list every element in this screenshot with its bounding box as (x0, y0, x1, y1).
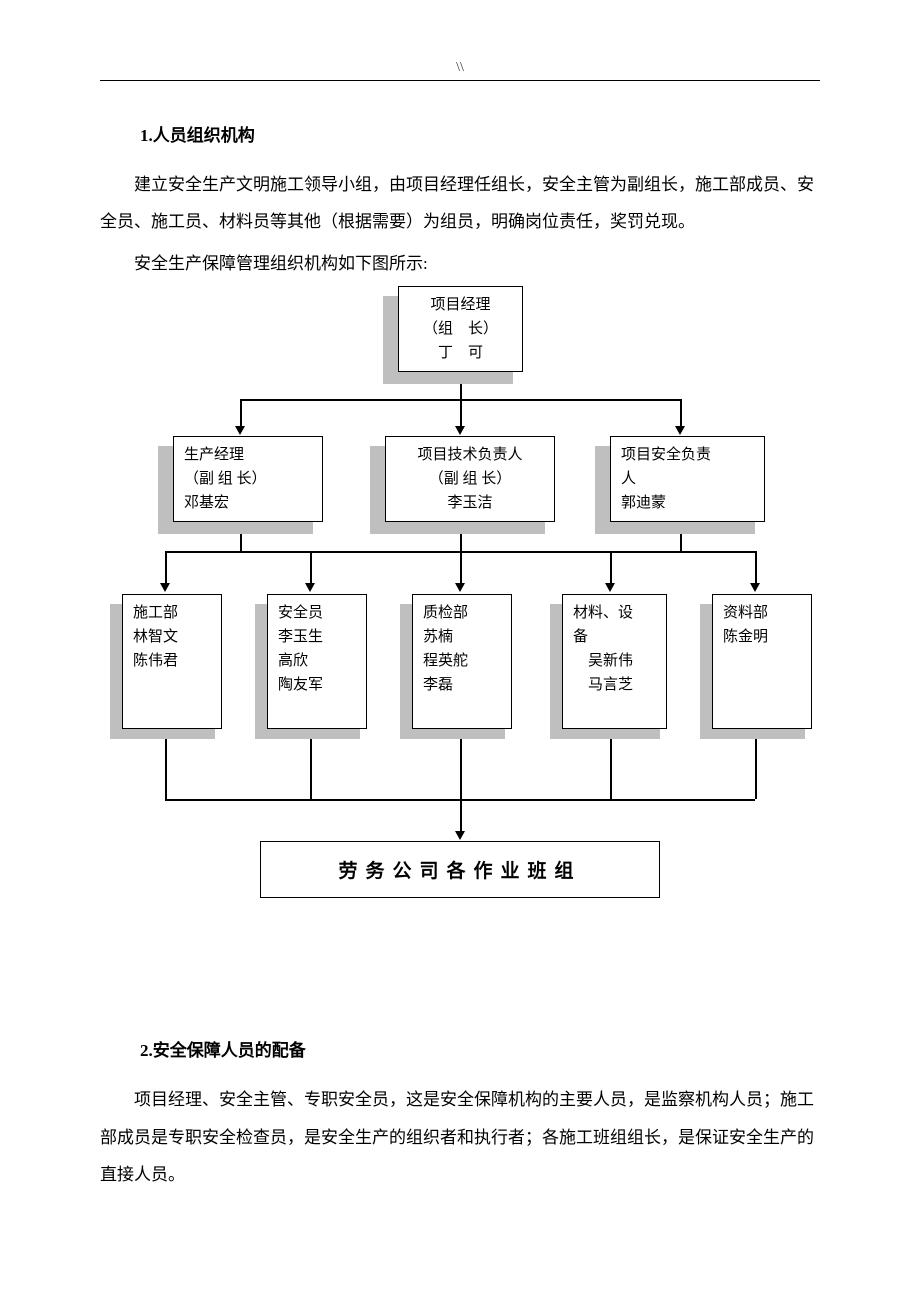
dept-box-c: 质检部 苏楠 程英舵 李磊 (412, 594, 512, 729)
dept-a-l3: 陈伟君 (133, 649, 211, 673)
mid-b-l3: 李玉洁 (396, 491, 544, 515)
dept-c-l1: 质检部 (423, 601, 501, 625)
mid-c-l2: 人 (621, 467, 754, 491)
top-l1: 项目经理 (409, 293, 512, 317)
mid-c-l3: 郭迪蒙 (621, 491, 754, 515)
section-2-title: 2.安全保障人员的配备 (140, 1036, 820, 1061)
section-1-title: 1.人员组织机构 (140, 121, 820, 146)
dept-box-d: 材料、设 备 吴新伟 马言芝 (562, 594, 667, 729)
dept-e-l2: 陈金明 (723, 625, 801, 649)
dept-e-l1: 资料部 (723, 601, 801, 625)
dept-c-l2: 苏楠 (423, 625, 501, 649)
header-rule (100, 80, 820, 81)
top-l3: 丁 可 (409, 341, 512, 365)
mid-box-c: 项目安全负责 人 郭迪蒙 (610, 436, 765, 522)
dept-b-l2: 李玉生 (278, 625, 356, 649)
dept-c-l4: 李磊 (423, 673, 501, 697)
mid-b-l2: （副 组 长） (396, 467, 544, 491)
dept-d-l2: 备 (573, 625, 656, 649)
bottom-text: 劳务公司各作业班组 (338, 861, 581, 882)
dept-c-l3: 程英舵 (423, 649, 501, 673)
dept-b-l3: 高欣 (278, 649, 356, 673)
arrow-icon (605, 583, 615, 592)
dept-box-b: 安全员 李玉生 高欣 陶友军 (267, 594, 367, 729)
dept-d-l4: 马言芝 (573, 673, 656, 697)
arrow-icon (455, 583, 465, 592)
mid-a-l1: 生产经理 (184, 443, 312, 467)
dept-a-l1: 施工部 (133, 601, 211, 625)
arrow-icon (160, 583, 170, 592)
top-box: 项目经理 （组 长） 丁 可 (398, 286, 523, 372)
arrow-icon (675, 426, 685, 435)
dept-b-l4: 陶友军 (278, 673, 356, 697)
arrow-icon (305, 583, 315, 592)
dept-box-e: 资料部 陈金明 (712, 594, 812, 729)
dept-d-l1: 材料、设 (573, 601, 656, 625)
paragraph-2: 安全生产保障管理组织机构如下图所示: (100, 245, 820, 282)
arrow-icon (455, 426, 465, 435)
org-chart: 项目经理 （组 长） 丁 可 生产经理 （副 组 长） 邓基宏 项目技术负责人 … (100, 286, 820, 1006)
paragraph-3: 项目经理、安全主管、专职安全员，这是安全保障机构的主要人员，是监察机构人员；施工… (100, 1081, 820, 1193)
mid-box-b: 项目技术负责人 （副 组 长） 李玉洁 (385, 436, 555, 522)
mid-c-l1: 项目安全负责 (621, 443, 754, 467)
mid-a-l3: 邓基宏 (184, 491, 312, 515)
mid-box-a: 生产经理 （副 组 长） 邓基宏 (173, 436, 323, 522)
dept-d-l3: 吴新伟 (573, 649, 656, 673)
bottom-box: 劳务公司各作业班组 (260, 841, 660, 898)
arrow-icon (235, 426, 245, 435)
arrow-icon (750, 583, 760, 592)
dept-a-l2: 林智文 (133, 625, 211, 649)
header-mark: \\ (100, 60, 820, 76)
paragraph-1: 建立安全生产文明施工领导小组，由项目经理任组长，安全主管为副组长，施工部成员、安… (100, 166, 820, 241)
top-l2: （组 长） (409, 317, 512, 341)
mid-b-l1: 项目技术负责人 (396, 443, 544, 467)
arrow-icon (455, 831, 465, 840)
dept-box-a: 施工部 林智文 陈伟君 (122, 594, 222, 729)
dept-b-l1: 安全员 (278, 601, 356, 625)
mid-a-l2: （副 组 长） (184, 467, 312, 491)
